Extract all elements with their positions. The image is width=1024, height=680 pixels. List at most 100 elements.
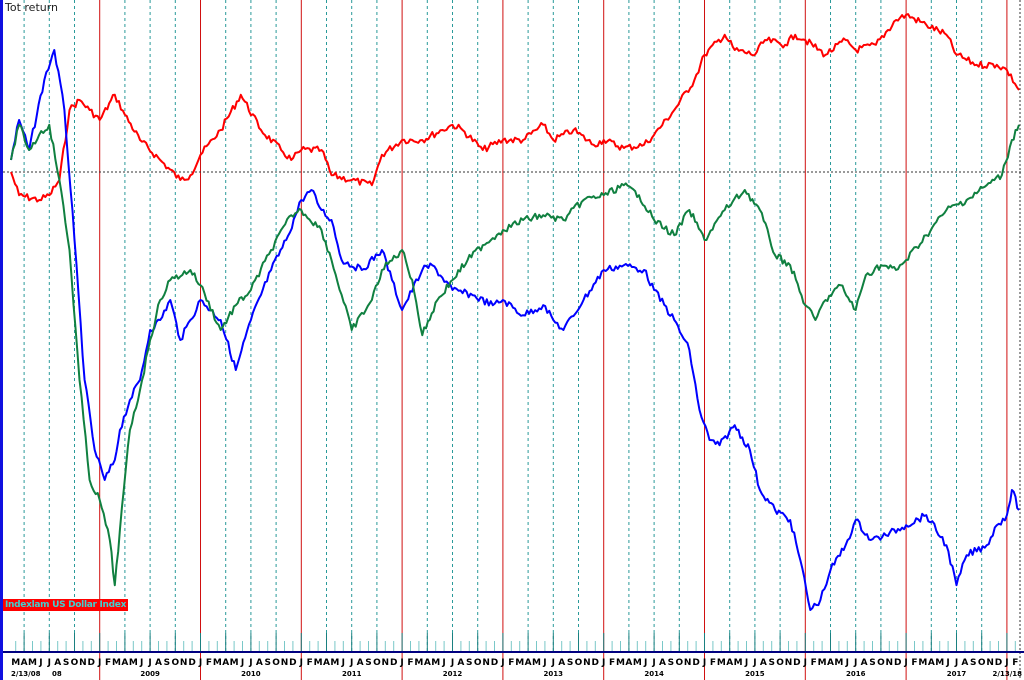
month-tick-label: S xyxy=(466,658,472,668)
month-tick-label: S xyxy=(668,658,674,668)
year-label: 2015 xyxy=(745,670,765,678)
month-tick-label: O xyxy=(171,658,179,668)
month-tick-label: M xyxy=(935,658,944,668)
month-tick-label: N xyxy=(785,658,793,668)
month-tick-label: A xyxy=(155,658,162,668)
month-tick-label: S xyxy=(869,658,875,668)
month-tick-label: O xyxy=(575,658,583,668)
month-tick-label: J xyxy=(542,658,546,668)
month-tick-label: S xyxy=(567,658,573,668)
month-tick-label: J xyxy=(248,658,252,668)
month-tick-label: A xyxy=(726,658,733,668)
month-tick-label: M xyxy=(129,658,138,668)
month-tick-label: N xyxy=(281,658,289,668)
month-tick-label: M xyxy=(717,658,726,668)
month-tick-label: A xyxy=(457,658,464,668)
month-tick-label: N xyxy=(382,658,390,668)
month-tick-label: J xyxy=(845,658,849,668)
month-tick-label: N xyxy=(986,658,994,668)
month-tick-label: A xyxy=(256,658,263,668)
legend-entry: Indexlam US Dollar Index xyxy=(3,599,129,611)
month-tick-label: A xyxy=(525,658,532,668)
month-tick-label: J xyxy=(551,658,555,668)
month-tick-label: J xyxy=(349,658,353,668)
month-tick-label: A xyxy=(928,658,935,668)
year-label: 2016 xyxy=(846,670,866,678)
month-tick-label: A xyxy=(323,658,330,668)
month-tick-label: J xyxy=(139,658,143,668)
month-tick-label: D xyxy=(793,658,800,668)
year-label: 2009 xyxy=(140,670,160,678)
month-tick-label: S xyxy=(768,658,774,668)
month-tick-label: A xyxy=(54,658,61,668)
month-tick-label: M xyxy=(515,658,524,668)
month-tick-label: N xyxy=(684,658,692,668)
month-tick-label: J xyxy=(441,658,445,668)
month-tick-label: S xyxy=(970,658,976,668)
month-tick-label: M xyxy=(818,658,827,668)
year-label: 2013 xyxy=(544,670,564,678)
month-tick-label: F xyxy=(508,658,514,668)
month-tick-label: F xyxy=(206,658,212,668)
month-tick-label: M xyxy=(314,658,323,668)
month-tick-label: D xyxy=(88,658,95,668)
month-tick-label: M xyxy=(330,658,339,668)
month-tick-label: F xyxy=(307,658,313,668)
month-tick-label: J xyxy=(702,658,706,668)
month-tick-label: J xyxy=(450,658,454,668)
month-tick-label: N xyxy=(482,658,490,668)
month-tick-label: J xyxy=(853,658,857,668)
month-tick-label: A xyxy=(222,658,229,668)
month-tick-label: S xyxy=(164,658,170,668)
month-tick-label: O xyxy=(877,658,885,668)
year-label: 2017 xyxy=(947,670,967,678)
month-tick-label: A xyxy=(558,658,565,668)
month-tick-label: F xyxy=(1012,658,1018,668)
month-tick-label: J xyxy=(954,658,958,668)
month-tick-label: A xyxy=(424,658,431,668)
month-tick-label: J xyxy=(38,658,42,668)
month-tick-label: N xyxy=(79,658,87,668)
month-tick-label: N xyxy=(180,658,188,668)
month-tick-label: D xyxy=(390,658,397,668)
month-tick-label: D xyxy=(592,658,599,668)
month-tick-label: J xyxy=(47,658,51,668)
month-tick-label: M xyxy=(11,658,20,668)
month-tick-label: A xyxy=(827,658,834,668)
year-label: 2010 xyxy=(241,670,261,678)
month-tick-label: N xyxy=(886,658,894,668)
month-tick-label: F xyxy=(811,658,817,668)
month-tick-label: S xyxy=(365,658,371,668)
month-tick-label: J xyxy=(97,658,101,668)
month-tick-label: O xyxy=(978,658,986,668)
month-tick-label: J xyxy=(903,658,907,668)
month-tick-label: D xyxy=(491,658,498,668)
month-tick-label: D xyxy=(692,658,699,668)
month-tick-label: J xyxy=(643,658,647,668)
first-year-label: 08 xyxy=(52,670,62,678)
month-tick-label: O xyxy=(272,658,280,668)
month-tick-label: J xyxy=(601,658,605,668)
month-tick-label: A xyxy=(121,658,128,668)
month-tick-label: M xyxy=(431,658,440,668)
month-tick-label: M xyxy=(28,658,37,668)
month-tick-label: M xyxy=(230,658,239,668)
month-tick-label: J xyxy=(803,658,807,668)
month-tick-label: F xyxy=(105,658,111,668)
month-tick-label: F xyxy=(911,658,917,668)
month-tick-label: F xyxy=(609,658,615,668)
month-tick-label: D xyxy=(188,658,195,668)
month-tick-label: O xyxy=(675,658,683,668)
month-tick-label: J xyxy=(651,658,655,668)
month-tick-label: O xyxy=(474,658,482,668)
month-tick-label: O xyxy=(373,658,381,668)
month-tick-label: A xyxy=(961,658,968,668)
series-line-blue xyxy=(10,49,1020,611)
month-tick-label: J xyxy=(198,658,202,668)
month-tick-label: O xyxy=(776,658,784,668)
month-tick-label: J xyxy=(240,658,244,668)
year-label: 2012 xyxy=(443,670,463,678)
month-tick-label: J xyxy=(399,658,403,668)
month-tick-label: M xyxy=(112,658,121,668)
